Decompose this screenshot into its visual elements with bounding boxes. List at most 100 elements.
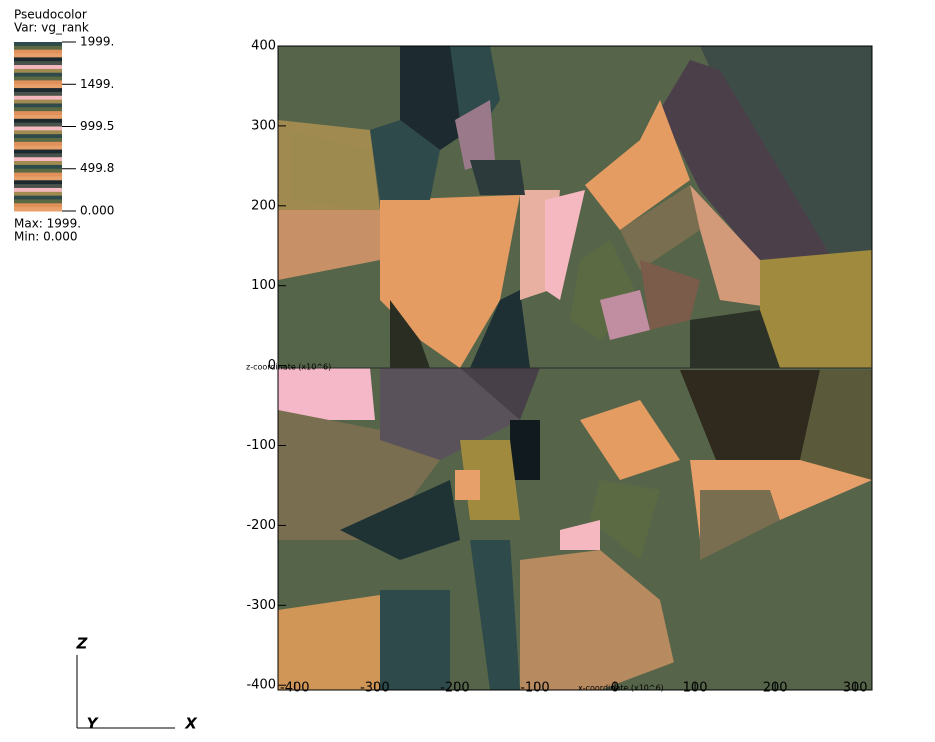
cell: [690, 310, 780, 368]
cell: [700, 46, 872, 265]
cell: [800, 370, 872, 480]
y-axis-title: z-coordinate (x10^6): [246, 363, 331, 372]
cell: [620, 185, 700, 270]
x-tick-label: 300: [843, 681, 868, 696]
max-label: Max: 1999.: [14, 217, 81, 231]
legend-tick-label: 999.5: [80, 119, 114, 133]
colorbar-stripe: [14, 184, 62, 189]
cell: [400, 46, 470, 150]
colorbar-stripe: [14, 76, 62, 81]
cell: [660, 480, 872, 690]
colorbar-stripe: [14, 53, 62, 58]
colorbar-stripe: [14, 187, 62, 193]
colorbar-stripe: [14, 57, 62, 62]
colorbar-stripe: [14, 195, 62, 200]
x-tick-label: 100: [683, 681, 708, 696]
y-tick-label: 300: [251, 118, 276, 133]
colorbar-stripe: [14, 84, 62, 89]
cell: [380, 195, 520, 368]
cell: [278, 595, 380, 690]
colorbar-stripe: [14, 95, 62, 101]
cell: [290, 130, 378, 210]
y-tick-label: 0: [268, 358, 276, 373]
colorbar-stripe: [14, 145, 62, 151]
colorbar-stripe: [14, 126, 62, 131]
triad-label: Y: [87, 715, 100, 733]
colorbar-stripe: [14, 103, 62, 108]
colorbar-stripe: [14, 130, 62, 135]
colorbar-stripe: [14, 161, 62, 166]
cell: [380, 368, 520, 460]
plot-title: Pseudocolor: [14, 8, 87, 22]
colorbar-stripe: [14, 45, 62, 51]
cell: [455, 470, 480, 500]
cell: [600, 290, 650, 340]
cell: [390, 300, 430, 368]
colorbar-stripe: [14, 80, 62, 85]
cell: [278, 210, 390, 290]
cell: [278, 540, 380, 610]
legend-tick-label: 499.8: [80, 161, 114, 175]
x-tick-label: -400: [280, 681, 310, 696]
colorbar-stripe: [14, 118, 62, 124]
colorbar-stripe: [14, 68, 62, 74]
colorbar-stripe: [14, 141, 62, 147]
variable-label: Var: vg_rank: [14, 21, 89, 35]
cell: [545, 190, 585, 300]
cell: [560, 520, 600, 550]
colorbar-stripe: [14, 122, 62, 127]
triad-label: Z: [76, 635, 89, 653]
colorbar-stripe: [14, 111, 62, 116]
min-label: Min: 0.000: [14, 230, 78, 244]
colorbar-stripe: [14, 207, 62, 212]
y-tick-label: 200: [251, 198, 276, 213]
y-tick-label: -100: [246, 438, 276, 453]
cell: [278, 368, 375, 420]
y-tick-label: -400: [246, 678, 276, 693]
cell: [470, 290, 530, 368]
triad-label: X: [184, 715, 198, 733]
cell: [470, 160, 525, 195]
cell: [580, 400, 680, 480]
cell: [490, 46, 700, 180]
cell: [590, 480, 660, 560]
colorbar-stripe: [14, 88, 62, 93]
cell: [455, 100, 495, 170]
legend-tick-label: 0.000: [80, 204, 114, 218]
colorbar-stripe: [14, 107, 62, 112]
legend-tick-label: 1499.: [80, 77, 114, 91]
cell: [585, 100, 690, 230]
colorbar-stripe: [14, 153, 62, 158]
colorbar-stripe: [14, 199, 62, 204]
x-tick-label: -100: [520, 681, 550, 696]
cell: [700, 490, 780, 560]
y-tick-label: -200: [246, 518, 276, 533]
colorbar-stripe: [14, 42, 62, 47]
colorbar-stripe: [14, 99, 62, 104]
cell: [640, 260, 700, 330]
colorbar-stripe: [14, 203, 62, 208]
cell: [660, 60, 830, 275]
cell: [760, 250, 872, 368]
cell: [380, 590, 450, 690]
x-tick-label: -300: [360, 681, 390, 696]
legend-tick-label: 1999.: [80, 35, 114, 49]
cell: [278, 260, 390, 368]
axis-triad: Z Y X: [76, 635, 199, 733]
cell: [340, 480, 460, 560]
colorbar-stripe: [14, 180, 62, 185]
colorbar-stripe: [14, 91, 62, 97]
cell: [470, 540, 520, 690]
x-tick-label: 0: [611, 681, 619, 696]
x-axis-title: x-coordinate (x10^6): [578, 684, 664, 693]
colorbar-stripe: [14, 134, 62, 139]
colorbar-stripe: [14, 172, 62, 177]
plot-image: [278, 46, 872, 690]
y-tick-label: 400: [251, 39, 276, 54]
colorbar-stripe: [14, 61, 62, 66]
colorbar-stripe: [14, 191, 62, 197]
x-tick-label: -200: [440, 681, 470, 696]
colorbar: 1999. 1499. 999.5 499.8 0.000: [14, 35, 114, 218]
colorbar-stripe: [14, 164, 62, 170]
